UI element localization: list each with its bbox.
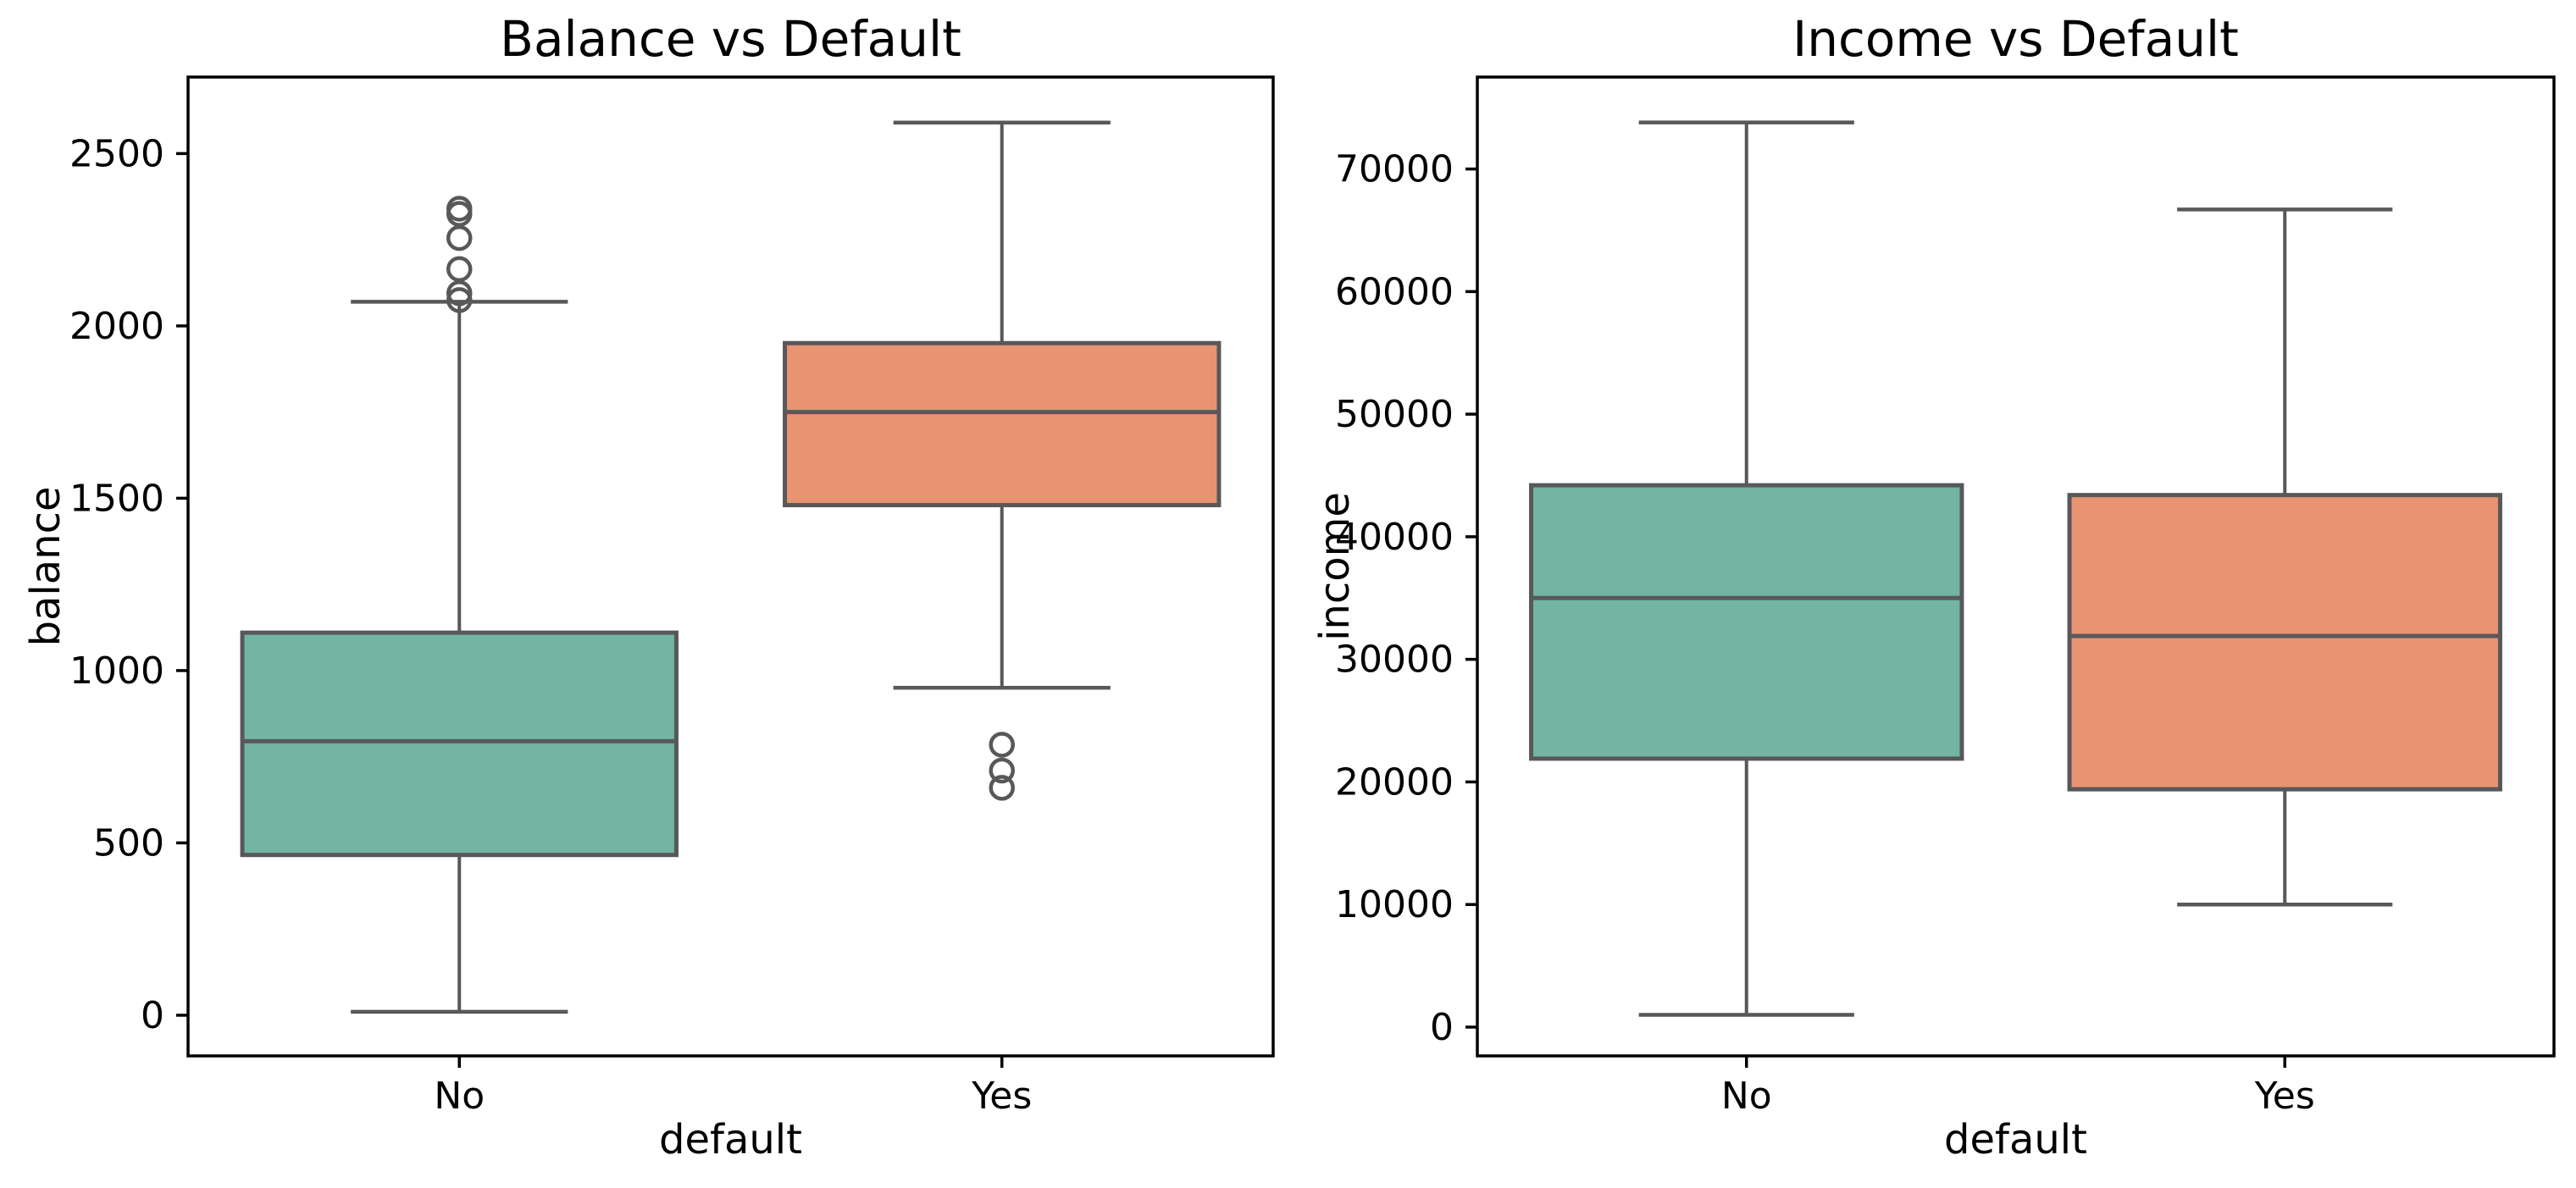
x-axis-label: default: [1944, 1116, 2087, 1163]
y-axis-label: balance: [22, 487, 69, 647]
outlier-circle-no: [446, 224, 473, 251]
outlier-circle-yes: [989, 732, 1015, 758]
plot-title: Balance vs Default: [500, 10, 961, 68]
outlier-circle-yes: [989, 775, 1015, 801]
y-tick-label: 500: [93, 821, 164, 865]
y-tick-label: 2500: [69, 132, 164, 175]
y-tick-label: 70000: [1335, 148, 1454, 191]
axes-frame: [186, 75, 1275, 1058]
y-tick-label: 1500: [69, 477, 164, 520]
outlier-circle-no: [446, 279, 473, 307]
plot-title: Income vs Default: [1792, 10, 2239, 68]
x-tick-label: No: [434, 1075, 485, 1118]
y-tick-label: 50000: [1335, 393, 1454, 436]
y-tick-label: 60000: [1335, 270, 1454, 313]
x-axis-label: default: [659, 1116, 802, 1163]
iqr-box-no: [240, 630, 679, 858]
outlier-circle-yes: [989, 757, 1015, 784]
axes-frame: [1476, 75, 2556, 1058]
y-axis-label: income: [1311, 492, 1359, 641]
iqr-box-no: [1529, 483, 1964, 761]
outlier-circle-no: [446, 201, 473, 227]
y-tick-label: 30000: [1335, 638, 1454, 682]
y-tick-label: 1000: [69, 649, 164, 693]
outlier-circle-no: [446, 256, 473, 282]
y-tick-label: 10000: [1335, 883, 1454, 926]
y-tick-label: 20000: [1335, 760, 1454, 804]
y-tick-label: 0: [1430, 1006, 1454, 1049]
y-tick-label: 2000: [69, 305, 164, 348]
y-tick-label: 40000: [1335, 516, 1454, 559]
outlier-circle-no: [446, 287, 473, 313]
iqr-box-yes: [2067, 493, 2502, 792]
y-tick-label: 0: [141, 994, 164, 1037]
x-tick-label: Yes: [2254, 1075, 2315, 1118]
x-tick-label: Yes: [971, 1075, 1032, 1118]
iqr-box-yes: [783, 340, 1222, 508]
x-tick-label: No: [1721, 1075, 1772, 1118]
